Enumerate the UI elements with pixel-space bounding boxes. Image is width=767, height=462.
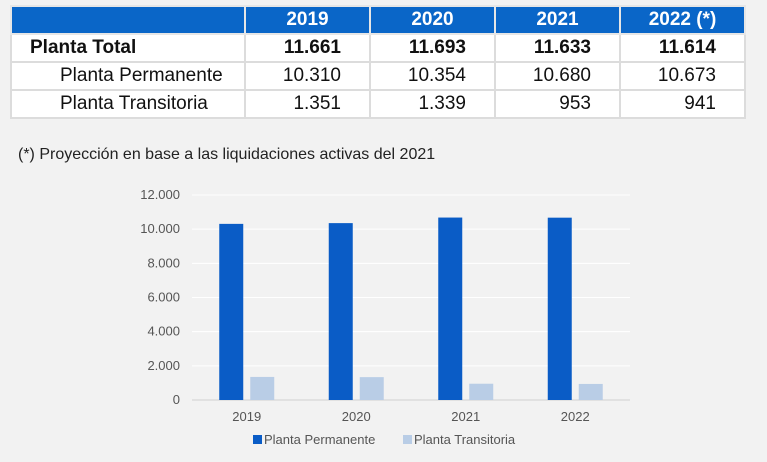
legend-label: Planta Transitoria xyxy=(414,432,516,447)
table-row-planta-total: Planta Total 11.661 11.693 11.633 11.614 xyxy=(10,33,746,63)
legend-swatch xyxy=(253,435,262,444)
header-cell-2019: 2019 xyxy=(244,5,371,35)
bar-planta-permanente-2019 xyxy=(219,223,244,400)
row-label: Planta Total xyxy=(10,33,246,63)
y-tick-label: 2.000 xyxy=(147,358,180,373)
table-cell: 11.693 xyxy=(369,33,496,63)
table-row-planta-permanente: Planta Permanente 10.310 10.354 10.680 1… xyxy=(10,61,746,91)
footnote: (*) Proyección en base a las liquidacion… xyxy=(18,146,436,163)
table-cell: 953 xyxy=(494,89,621,119)
row-label: Planta Transitoria xyxy=(10,89,246,119)
y-tick-label: 10.000 xyxy=(140,221,180,236)
legend-label: Planta Permanente xyxy=(264,432,375,447)
x-tick-label: 2020 xyxy=(342,409,371,424)
bars xyxy=(219,217,603,400)
gridlines xyxy=(192,194,630,401)
staff-table: 2019 2020 2021 2022 (*) Planta Total 11.… xyxy=(10,5,746,119)
bar-planta-permanente-2021 xyxy=(438,217,463,400)
header-cell-2022: 2022 (*) xyxy=(619,5,746,35)
bar-planta-permanente-2020 xyxy=(328,223,353,400)
legend-swatch xyxy=(403,435,412,444)
y-tick-label: 8.000 xyxy=(147,255,180,270)
table-cell: 11.614 xyxy=(619,33,746,63)
x-tick-label: 2022 xyxy=(561,409,590,424)
legend: Planta Permanente Planta Transitoria xyxy=(253,432,516,447)
bar-planta-permanente-2022 xyxy=(547,217,572,400)
table-cell: 10.310 xyxy=(244,61,371,91)
table-row-planta-transitoria: Planta Transitoria 1.351 1.339 953 941 xyxy=(10,89,746,119)
y-tick-label: 6.000 xyxy=(147,290,180,305)
row-label: Planta Permanente xyxy=(10,61,246,91)
bar-planta-transitoria-2021 xyxy=(469,383,494,400)
x-axis-labels: 2019 2020 2021 2022 xyxy=(232,409,589,424)
table-cell: 10.673 xyxy=(619,61,746,91)
bar-planta-transitoria-2019 xyxy=(250,376,275,400)
header-cell-2020: 2020 xyxy=(369,5,496,35)
table-cell: 11.661 xyxy=(244,33,371,63)
x-tick-label: 2021 xyxy=(451,409,480,424)
bar-planta-transitoria-2022 xyxy=(578,383,603,400)
y-tick-label: 12.000 xyxy=(140,187,180,202)
y-tick-label: 0 xyxy=(173,392,180,407)
header-cell-2021: 2021 xyxy=(494,5,621,35)
table-cell: 941 xyxy=(619,89,746,119)
table-cell: 10.680 xyxy=(494,61,621,91)
table-cell: 10.354 xyxy=(369,61,496,91)
table-cell: 1.339 xyxy=(369,89,496,119)
table-cell: 11.633 xyxy=(494,33,621,63)
x-tick-label: 2019 xyxy=(232,409,261,424)
table-header-row: 2019 2020 2021 2022 (*) xyxy=(10,5,746,35)
y-axis-labels: 0 2.000 4.000 6.000 8.000 10.000 12.000 xyxy=(140,187,180,407)
bar-planta-transitoria-2020 xyxy=(359,377,384,400)
y-tick-label: 4.000 xyxy=(147,324,180,339)
header-cell-blank xyxy=(10,5,246,35)
table-cell: 1.351 xyxy=(244,89,371,119)
